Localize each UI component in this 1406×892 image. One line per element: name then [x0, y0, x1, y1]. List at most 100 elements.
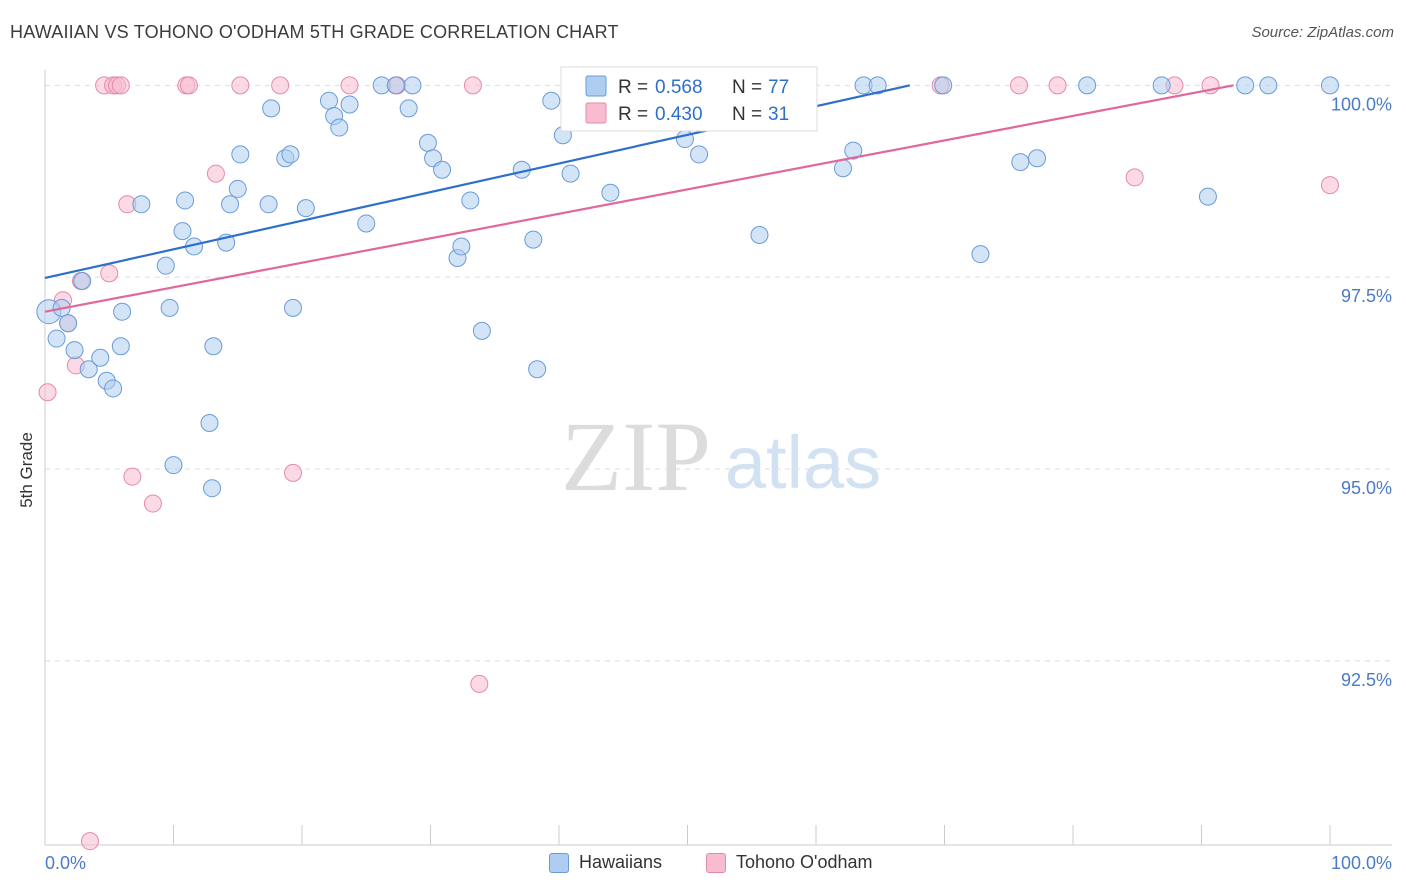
- hawaiian-point: [111, 337, 130, 356]
- hawaiian-point: [433, 160, 452, 179]
- hawaiian-point: [1321, 76, 1339, 95]
- hawaiian-point: [160, 298, 179, 317]
- hawaiian-point: [1198, 187, 1217, 206]
- hawaiian-point: [690, 145, 709, 164]
- hawaiian-point: [173, 222, 192, 241]
- hawaiian-point: [750, 225, 769, 244]
- y-tick-label: 95.0%: [1341, 478, 1392, 498]
- legend-label-hawaiians: Hawaiians: [579, 852, 663, 872]
- hawaiian-point: [844, 141, 863, 160]
- y-tick-labels: 100.0% 97.5% 95.0% 92.5%: [1331, 94, 1392, 689]
- stats-n-label-1: N =: [732, 77, 762, 98]
- hawaiian-point: [1011, 153, 1030, 172]
- hawaiian-point: [91, 348, 110, 367]
- hawaiian-point: [403, 76, 422, 95]
- axes: [44, 70, 1392, 846]
- watermark-atlas: atlas: [725, 421, 881, 504]
- hawaiian-point: [528, 360, 547, 379]
- legend-label-tohono: Tohono O'odham: [736, 852, 873, 872]
- hawaiian-point: [284, 298, 303, 317]
- hawaiian-point: [971, 245, 990, 264]
- tohono-point: [80, 832, 99, 851]
- legend-swatch-pink: [706, 852, 726, 873]
- tohono-point: [284, 463, 303, 482]
- hawaiian-point: [231, 145, 250, 164]
- hawaiian-point: [330, 118, 349, 137]
- hawaiian-point: [418, 133, 437, 152]
- hawaiian-point: [59, 314, 78, 333]
- tohono-point: [271, 76, 290, 95]
- hawaiian-point: [73, 272, 92, 291]
- y-tick-label: 92.5%: [1341, 670, 1392, 690]
- x-tick-label-min: 0.0%: [45, 853, 86, 873]
- stats-r-value-1: 0.568: [655, 77, 703, 98]
- hawaiian-point: [1152, 76, 1171, 95]
- tohono-point: [340, 76, 359, 95]
- hawaiian-point: [1236, 76, 1255, 95]
- tohono-point: [179, 76, 198, 95]
- stats-swatch-blue: [585, 75, 607, 97]
- hawaiian-point: [1259, 76, 1278, 95]
- hawaiian-point: [221, 195, 240, 214]
- watermark: ZIP atlas: [561, 401, 881, 512]
- tohono-point: [123, 467, 142, 486]
- hawaiian-point: [203, 479, 222, 498]
- hawaiian-point: [176, 191, 195, 210]
- hawaiian-point: [319, 91, 338, 110]
- tohono-point: [1048, 76, 1067, 95]
- stats-legend: R = 0.568 N = 77 R = 0.430 N = 31: [560, 66, 818, 132]
- tohono-point: [231, 76, 250, 95]
- chart-title: HAWAIIAN VS TOHONO O'ODHAM 5TH GRADE COR…: [10, 22, 619, 42]
- stats-n-label-2: N =: [732, 104, 762, 125]
- source-label: Source: ZipAtlas.com: [1251, 24, 1394, 41]
- y-tick-label: 97.5%: [1341, 286, 1392, 306]
- tohono-point: [1125, 168, 1144, 187]
- tohono-point: [1321, 176, 1339, 195]
- tohono-point: [470, 674, 489, 693]
- hawaiian-point: [104, 379, 123, 398]
- tohono-point: [143, 494, 162, 513]
- x-tick-labels: 0.0% 100.0%: [45, 853, 1392, 873]
- tohono-point: [463, 76, 482, 95]
- hawaiian-point: [561, 164, 580, 183]
- stats-r-label-1: R =: [618, 77, 648, 98]
- hawaiian-point: [296, 199, 315, 218]
- gridlines: [45, 84, 1392, 662]
- x-tick-label-max: 100.0%: [1331, 853, 1392, 873]
- hawaiian-point: [132, 195, 151, 214]
- hawaiian-point: [156, 256, 175, 275]
- stats-swatch-pink: [585, 102, 607, 124]
- tohono-point: [206, 164, 225, 183]
- hawaiian-point: [204, 337, 223, 356]
- tohono-point: [100, 264, 119, 283]
- hawaiian-point: [281, 145, 300, 164]
- hawaiian-point: [1028, 149, 1047, 168]
- legend-tohono[interactable]: Tohono O'odham: [706, 852, 873, 873]
- hawaiian-point: [262, 99, 281, 118]
- hawaiian-point: [228, 179, 247, 198]
- hawaiian-point: [259, 195, 278, 214]
- hawaiian-point: [357, 214, 376, 233]
- y-tick-label: 100.0%: [1331, 94, 1392, 114]
- hawaiian-point: [65, 341, 84, 360]
- stats-r-label-2: R =: [618, 104, 648, 125]
- legend-swatch-blue: [549, 852, 569, 873]
- stats-r-value-2: 0.430: [655, 104, 703, 125]
- hawaiian-point: [47, 329, 66, 348]
- hawaiian-point: [1078, 76, 1097, 95]
- tohono-point: [1010, 76, 1029, 95]
- stats-n-value-2: 31: [768, 104, 789, 125]
- hawaiian-point: [340, 95, 359, 114]
- hawaiian-point: [542, 91, 561, 110]
- y-axis-title: 5th Grade: [17, 432, 36, 508]
- hawaiian-point: [200, 413, 219, 432]
- hawaiian-point: [386, 76, 405, 95]
- hawaiian-point: [461, 191, 480, 210]
- legend-hawaiians[interactable]: Hawaiians: [549, 852, 662, 873]
- hawaiian-point: [524, 230, 543, 249]
- hawaiian-points: [36, 76, 1339, 498]
- hawaiian-point: [472, 321, 491, 340]
- hawaiian-point: [79, 360, 98, 379]
- hawaiian-point: [934, 76, 953, 95]
